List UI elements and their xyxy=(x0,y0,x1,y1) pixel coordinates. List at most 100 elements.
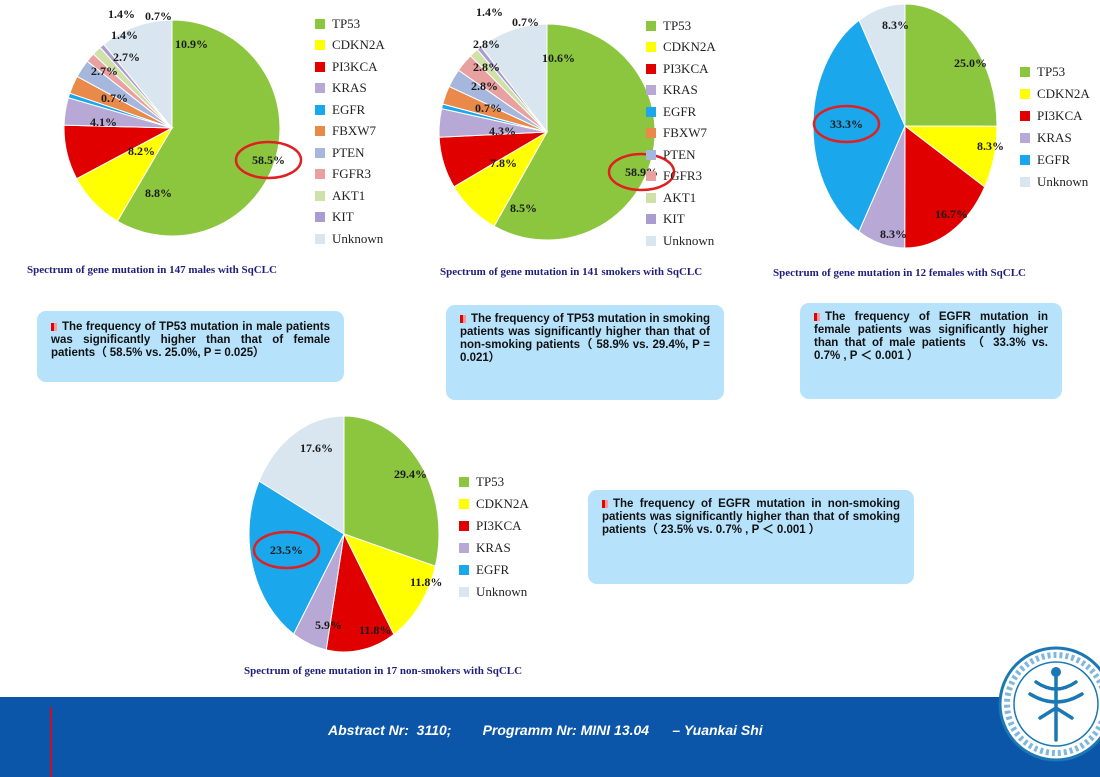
legend-swatch xyxy=(315,212,325,223)
legend-item-pten: PTEN xyxy=(315,142,385,164)
slice-label-unknown: 10.9% xyxy=(175,37,208,51)
slice-label-tp53: 25.0% xyxy=(954,56,987,70)
slice-label-egfr: 33.3% xyxy=(830,117,863,131)
slice-label-tp53: 29.4% xyxy=(394,467,427,481)
slice-label-kras: 5.9% xyxy=(315,618,342,632)
legend-swatch xyxy=(646,128,656,139)
legend-item-akt1: AKT1 xyxy=(646,187,716,209)
footer-divider xyxy=(50,707,52,777)
slice-label-cdkn2a: 8.3% xyxy=(977,139,1004,153)
pie-chart-nonsmokers: 29.4% 11.8% 11.8% 5.9% 23.5% 17.6% xyxy=(248,415,442,653)
legend-label: CDKN2A xyxy=(332,37,385,53)
legend-label: KRAS xyxy=(476,540,511,555)
legend-label: KRAS xyxy=(1037,130,1072,145)
legend-swatch xyxy=(459,543,469,553)
legend-item-pten: PTEN xyxy=(646,144,716,166)
legend-label: PI3KCA xyxy=(476,518,522,533)
legend-label: EGFR xyxy=(476,562,510,577)
legend-label: EGFR xyxy=(1037,152,1071,167)
slice-label-cdkn2a: 8.8% xyxy=(145,186,172,200)
slice-label-pi3kca: 8.2% xyxy=(128,144,155,158)
slice-label-pten: 2.8% xyxy=(473,60,500,74)
legend-swatch xyxy=(646,85,656,96)
legend-label: EGFR xyxy=(332,101,366,117)
legend-swatch xyxy=(1020,67,1030,77)
slice-label-unknown: 10.6% xyxy=(542,51,575,65)
legend-swatch xyxy=(315,61,325,72)
note-males: The frequency of TP53 mutation in male p… xyxy=(37,311,344,382)
pie-chart-males: 58.5% 8.8% 8.2% 4.1% 0.7% 2.7%2.7% 1.4% 1.4% 0.7… xyxy=(63,7,303,237)
legend-swatch xyxy=(1020,177,1030,187)
slice-label-akt1: 1.4% xyxy=(476,5,503,19)
note-smokers: The frequency of TP53 mutation in smokin… xyxy=(446,305,724,400)
legend-label: Unknown xyxy=(663,232,715,248)
legend-item-pi3kca: PI3KCA xyxy=(315,56,385,78)
legend-swatch xyxy=(646,20,656,31)
legend-item-tp53: TP53 xyxy=(646,15,716,37)
bullet-icon xyxy=(51,323,57,331)
legend-swatch xyxy=(315,126,325,137)
legend-item-tp53: TP53 xyxy=(1020,61,1090,83)
legend-swatch xyxy=(646,42,656,53)
legend-label: KIT xyxy=(332,209,354,225)
legend-item-fbxw7: FBXW7 xyxy=(315,121,385,143)
legend-label: TP53 xyxy=(476,474,505,489)
legend-swatch xyxy=(459,477,469,487)
legend-smokers: TP53 CDKN2A PI3KCA KRAS EGFR FBXW7 PTEN FGFR3 AK… xyxy=(646,15,716,252)
legend-label: CDKN2A xyxy=(476,496,529,511)
legend-label: TP53 xyxy=(663,17,692,33)
legend-label: FGFR3 xyxy=(663,168,703,184)
note-text-females: The frequency of EGFR mutation in female… xyxy=(814,311,1048,362)
legend-item-egfr: EGFR xyxy=(646,101,716,123)
legend-item-kit: KIT xyxy=(646,209,716,231)
legend-label: AKT1 xyxy=(663,189,697,205)
legend-item-unknown: Unknown xyxy=(315,228,385,250)
slice-label-pi3kca: 7.8% xyxy=(490,156,517,170)
legend-swatch xyxy=(646,63,656,74)
pie-slice-tp53 xyxy=(116,19,281,237)
chart-caption-smokers: Spectrum of gene mutation in 141 smokers… xyxy=(440,266,703,278)
legend-swatch xyxy=(1020,111,1030,121)
legend-label: KRAS xyxy=(663,82,698,98)
slice-label-unknown: 8.3% xyxy=(882,18,909,32)
pie-chart-females: 25.0% 8.3% 16.7% 8.3% 33.3% 8.3% xyxy=(812,3,1004,249)
pie-slice-unknown xyxy=(258,415,345,535)
pie-slice-tp53 xyxy=(343,415,440,567)
slice-label-fbxw7: 2.7% xyxy=(91,64,118,78)
legend-swatch xyxy=(1020,89,1030,99)
pie-slice-pi3kca xyxy=(325,532,395,653)
footer-bar: Abstract Nr: 3110; Programm Nr: MINI 13.… xyxy=(0,697,1100,777)
legend-swatch xyxy=(459,499,469,509)
pie-slice-unknown xyxy=(480,23,548,134)
legend-swatch xyxy=(459,565,469,575)
chart-caption-males: Spectrum of gene mutation in 147 males w… xyxy=(27,264,277,276)
legend-item-kras: KRAS xyxy=(1020,127,1090,149)
legend-item-tp53: TP53 xyxy=(459,471,529,493)
legend-item-pi3kca: PI3KCA xyxy=(1020,105,1090,127)
legend-swatch xyxy=(459,521,469,531)
legend-swatch xyxy=(646,149,656,160)
legend-label: AKT1 xyxy=(332,187,366,203)
legend-item-kras: KRAS xyxy=(459,537,529,559)
bullet-icon xyxy=(602,500,608,508)
footer-text: Abstract Nr: 3110; Programm Nr: MINI 13.… xyxy=(328,722,763,738)
legend-item-cdkn2a: CDKN2A xyxy=(459,493,529,515)
legend-item-egfr: EGFR xyxy=(315,99,385,121)
legend-item-egfr: EGFR xyxy=(1020,149,1090,171)
legend-swatch xyxy=(646,214,656,225)
slice-label-tp53: 58.5% xyxy=(252,153,285,167)
legend-swatch xyxy=(315,18,325,29)
legend-label: FBXW7 xyxy=(663,125,708,141)
highlight-ring xyxy=(252,530,321,570)
slice-label-cdkn2a: 11.8% xyxy=(410,575,442,589)
legend-item-egfr: EGFR xyxy=(459,559,529,581)
slice-label-fbxw7: 2.8% xyxy=(471,79,498,93)
slice-label-egfr: 23.5% xyxy=(270,543,303,557)
note-text-nonsmokers: The frequency of EGFR mutation in non-sm… xyxy=(602,498,900,536)
slice-label-kras: 4.3% xyxy=(489,124,516,138)
legend-item-kras: KRAS xyxy=(646,80,716,102)
slice-label-kit: 0.7% xyxy=(512,15,539,29)
legend-label: FGFR3 xyxy=(332,166,372,182)
legend-item-fbxw7: FBXW7 xyxy=(646,123,716,145)
legend-swatch xyxy=(315,40,325,51)
